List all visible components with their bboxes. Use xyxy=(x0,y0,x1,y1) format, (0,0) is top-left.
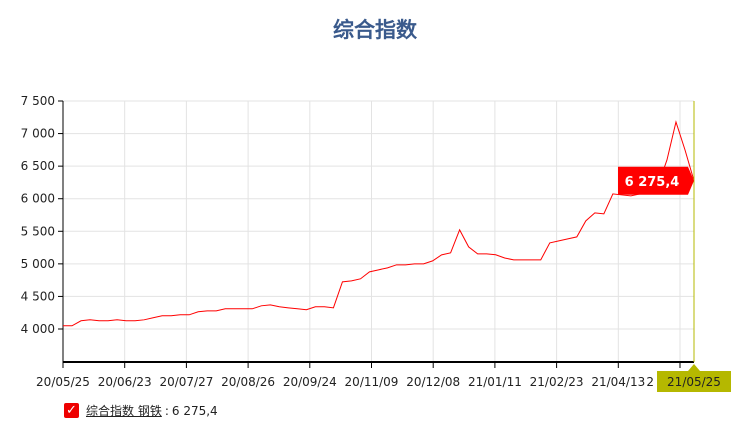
crosshair-date-badge xyxy=(657,364,731,392)
crosshair-date-label: 21/05/25 xyxy=(667,375,721,389)
x-tick-label: 21/02/23 xyxy=(530,375,584,389)
x-tick-label: 20/12/08 xyxy=(406,375,460,389)
x-tick-label: 20/08/26 xyxy=(221,375,275,389)
y-tick-label: 5 000 xyxy=(21,257,55,271)
y-tick-label: 6 000 xyxy=(21,192,55,206)
y-tick-label: 5 500 xyxy=(21,224,55,238)
y-tick-label: 7 000 xyxy=(21,127,55,141)
legend-checkbox[interactable]: ✓ xyxy=(64,403,79,418)
y-tick-label: 7 500 xyxy=(21,94,55,108)
chart-title: 综合指数 xyxy=(333,17,417,42)
legend-separator: : xyxy=(164,403,169,418)
last-value-label: 6 275,4 xyxy=(625,175,680,190)
last-value-badge xyxy=(618,166,694,195)
legend-value: 6 275,4 xyxy=(171,403,218,418)
x-tick-label: 20/07/27 xyxy=(159,375,213,389)
x-tick-label: 20/05/25 xyxy=(36,375,90,389)
legend-series-name[interactable]: 综合指数 钢铁 xyxy=(86,404,162,418)
series-line xyxy=(63,120,695,327)
x-tick-label: 2 xyxy=(646,375,654,389)
x-tick-label: 21/04/13 xyxy=(591,375,645,389)
y-tick-label: 6 500 xyxy=(21,159,55,173)
y-tick-label: 4 000 xyxy=(21,322,55,336)
x-tick-label: 20/06/23 xyxy=(98,375,152,389)
x-tick-label: 20/11/09 xyxy=(345,375,399,389)
x-tick-label: 20/09/24 xyxy=(283,375,337,389)
legend: ✓ 综合指数 钢铁 : 6 275,4 xyxy=(64,402,218,419)
x-tick-label: 21/01/11 xyxy=(468,375,522,389)
y-tick-label: 4 500 xyxy=(21,289,55,303)
